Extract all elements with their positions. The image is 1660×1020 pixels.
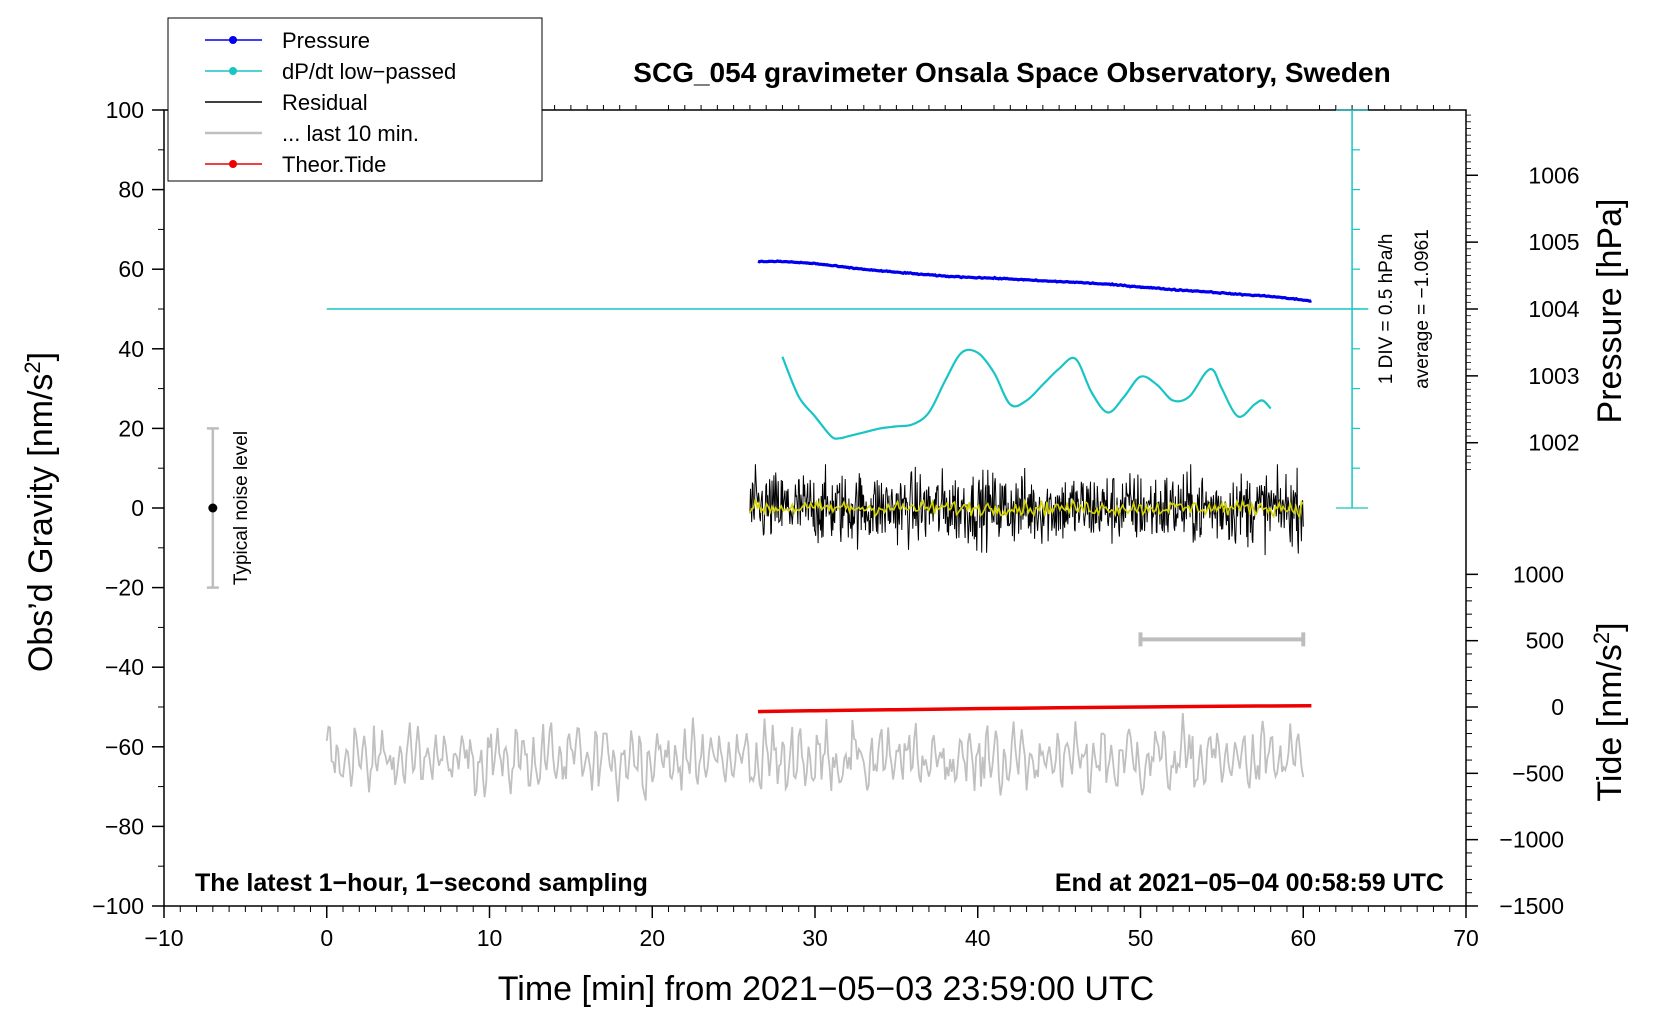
tide-tick-label-4: −1000 xyxy=(1499,827,1564,853)
y-axis-label-gravity: Obs’d Gravity [nm/s2] xyxy=(20,352,61,672)
y-axis-label-gravity-main: Obs’d Gravity [nm/s xyxy=(22,374,60,673)
div-scale-label: 1 DIV = 0.5 hPa/h xyxy=(1376,234,1397,385)
legend-marker-1 xyxy=(229,67,237,75)
x-axis-label: Time [min] from 2021−05−03 23:59:00 UTC xyxy=(498,970,1154,1008)
y-tick-label-4: 20 xyxy=(118,415,144,441)
pressure-tick-label-4: 1006 xyxy=(1528,162,1579,188)
tide-tick-label-5: −1500 xyxy=(1499,893,1564,919)
x-tick-label-6: 50 xyxy=(1128,925,1154,951)
legend-label-4: Theor.Tide xyxy=(282,152,386,177)
axes-layer: −10 0 10 20 30 40 50 60 70100806040200−20−40−60−… xyxy=(92,97,1580,951)
x-tick-label-2: 10 xyxy=(477,925,503,951)
pressure-tick-label-3: 1005 xyxy=(1528,229,1579,255)
y-tick-label-6: −20 xyxy=(105,575,144,601)
tide-tick-label-0: 1000 xyxy=(1513,561,1564,587)
legend-label-3: ... last 10 min. xyxy=(282,121,419,146)
series-residual-smoothed xyxy=(749,498,1304,520)
y-tick-label-0: 100 xyxy=(106,97,144,123)
noise-bar-center xyxy=(208,503,218,513)
div-average-label: average = −1.0961 xyxy=(1412,229,1433,389)
legend-marker-4 xyxy=(229,160,237,168)
series-theoretical-tide xyxy=(757,703,1312,714)
series-last-10-min xyxy=(325,713,1305,802)
y-axis-label-tide-main: Tide [nm/s xyxy=(1591,644,1629,801)
tide-tick-label-1: 500 xyxy=(1526,628,1564,654)
series-dpdt-low-passed xyxy=(781,348,1272,440)
y-axis-label-gravity-end: ] xyxy=(22,352,60,361)
y-tick-label-3: 40 xyxy=(118,336,144,362)
legend-label-0: Pressure xyxy=(282,28,370,53)
legend-entries: Pressure dP/dt low−passed Residual ... last… xyxy=(205,28,456,177)
y-axis-label-tide-sup: 2 xyxy=(1589,632,1614,644)
tide-tick-label-2: 0 xyxy=(1551,694,1564,720)
series-pressure xyxy=(757,259,1312,303)
minor-ticks xyxy=(158,105,1472,912)
annotation-layer: 1 DIV = 0.5 hPa/h average = −1.0961 Typica… xyxy=(206,109,1433,647)
pressure-tick-label-2: 1004 xyxy=(1528,296,1579,322)
x-tick-label-7: 60 xyxy=(1290,925,1316,951)
x-tick-label-4: 30 xyxy=(802,925,828,951)
legend-label-1: dP/dt low−passed xyxy=(282,59,456,84)
y-tick-label-10: −100 xyxy=(92,893,144,919)
pressure-tick-label-0: 1002 xyxy=(1528,430,1579,456)
x-tick-label-3: 20 xyxy=(639,925,665,951)
x-tick-label-8: 70 xyxy=(1453,925,1479,951)
x-tick-label-0: −10 xyxy=(144,925,183,951)
legend-box xyxy=(167,17,543,182)
chart-title: SCG_054 gravimeter Onsala Space Observat… xyxy=(633,57,1390,88)
tide-tick-label-3: −500 xyxy=(1512,760,1564,786)
y-axis-label-gravity-sup: 2 xyxy=(20,361,45,373)
y-axis-label-tide: Tide [nm/s2] xyxy=(1589,622,1630,801)
y-tick-label-1: 80 xyxy=(118,177,144,203)
y-tick-label-9: −80 xyxy=(105,813,144,839)
pressure-tick-label-1: 1003 xyxy=(1528,363,1579,389)
y-axis-label-pressure: Pressure [hPa] xyxy=(1591,199,1629,424)
x-tick-label-1: 0 xyxy=(320,925,333,951)
legend-marker-0 xyxy=(229,36,237,44)
x-tick-label-5: 40 xyxy=(965,925,991,951)
legend: Pressure dP/dt low−passed Residual ... last… xyxy=(167,17,543,182)
y-axis-label-tide-end: ] xyxy=(1591,622,1629,631)
y-tick-label-7: −40 xyxy=(105,654,144,680)
y-tick-label-5: 0 xyxy=(131,495,144,521)
series-layer xyxy=(325,259,1369,802)
sampling-note: The latest 1−hour, 1−second sampling xyxy=(195,869,648,897)
y-tick-label-2: 60 xyxy=(118,256,144,282)
y-tick-label-8: −60 xyxy=(105,734,144,760)
noise-level-label: Typical noise level xyxy=(231,431,252,585)
end-time-note: End at 2021−05−04 00:58:59 UTC xyxy=(1055,869,1444,897)
legend-label-2: Residual xyxy=(282,90,368,115)
